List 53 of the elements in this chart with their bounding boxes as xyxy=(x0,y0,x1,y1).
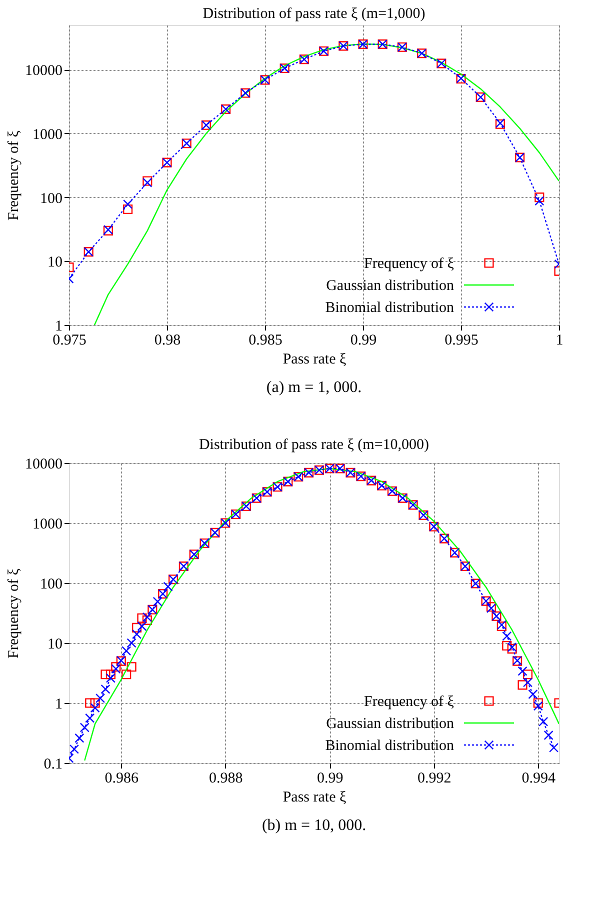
point xyxy=(534,196,544,206)
point xyxy=(126,662,136,672)
x-tick-label: 0.975 xyxy=(52,332,86,348)
point xyxy=(106,670,116,680)
point xyxy=(123,204,133,214)
point xyxy=(90,698,100,708)
y-tick-label: 100 xyxy=(40,576,62,592)
point xyxy=(122,670,132,680)
x-axis-title: Pass rate ξ xyxy=(282,352,346,368)
chart-title: Distribution of pass rate ξ (m=10,000) xyxy=(198,437,430,453)
point xyxy=(123,199,133,209)
legend-label: Binomial distribution xyxy=(325,300,454,316)
legend-label: Gaussian distribution xyxy=(326,716,454,732)
y-axis-title: Frequency of ξ xyxy=(6,130,22,220)
legend-label: Binomial distribution xyxy=(325,738,454,754)
point xyxy=(100,670,110,680)
point xyxy=(533,698,543,708)
x-tick-label: 0.986 xyxy=(104,770,140,786)
y-tick-label: 1000 xyxy=(32,126,62,143)
x-tick-label: 0.988 xyxy=(209,770,243,786)
point xyxy=(518,680,528,690)
y-axis-title: Frequency of ξ xyxy=(6,568,22,658)
y-tick-label: 1000 xyxy=(32,516,62,532)
x-tick-label: 0.994 xyxy=(522,770,556,786)
legend-label: Gaussian distribution xyxy=(326,278,454,294)
x-tick-label: 0.992 xyxy=(418,770,452,786)
x-tick-label: 0.99 xyxy=(350,332,377,348)
y-tick-label: 1 xyxy=(55,318,62,334)
y-tick-label: 10 xyxy=(48,254,62,271)
x-tick-label: 0.985 xyxy=(248,332,282,348)
y-tick-label: 10000 xyxy=(25,456,62,472)
x-tick-label: 0.98 xyxy=(154,332,181,348)
x-tick-label: 1 xyxy=(556,332,564,348)
y-tick-label: 10 xyxy=(48,636,62,652)
legend-label: Frequency of ξ xyxy=(364,256,454,272)
y-tick-label: 0.1 xyxy=(44,756,62,772)
text: (a) m = 1, 000. xyxy=(266,379,362,396)
x-tick-label: 0.995 xyxy=(444,332,478,348)
point xyxy=(137,613,147,623)
text: (b) m = 10, 000. xyxy=(262,817,366,834)
x-axis-title: Pass rate ξ xyxy=(282,790,346,806)
y-tick-label: 10000 xyxy=(25,63,62,80)
point xyxy=(522,670,533,680)
point xyxy=(142,615,152,625)
y-tick-label: 1 xyxy=(55,696,62,712)
point xyxy=(534,192,544,202)
legend-label: Frequency of ξ xyxy=(364,694,454,710)
chart-title: Distribution of pass rate ξ (m=1,000) xyxy=(202,6,426,22)
point xyxy=(132,622,142,632)
point xyxy=(502,640,512,651)
x-tick-label: 0.99 xyxy=(317,770,344,786)
y-tick-label: 100 xyxy=(40,190,62,207)
point xyxy=(85,698,95,708)
